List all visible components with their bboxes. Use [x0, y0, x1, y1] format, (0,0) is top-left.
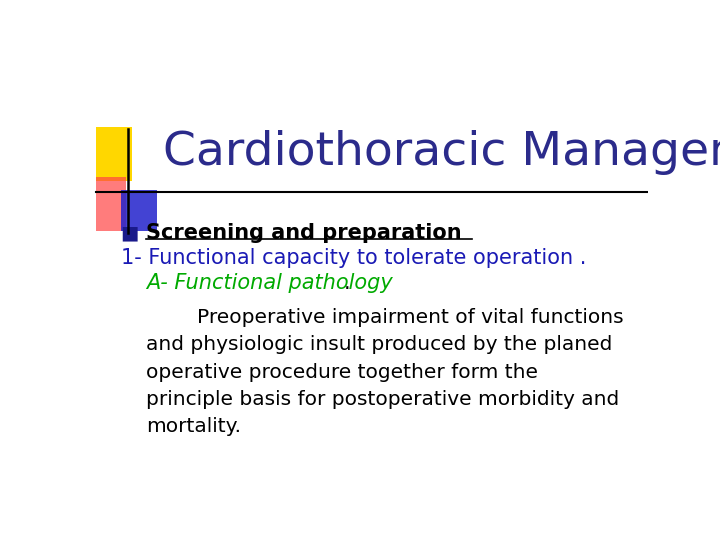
- FancyBboxPatch shape: [96, 127, 132, 181]
- Text: Cardiothoracic Management: Cardiothoracic Management: [163, 130, 720, 174]
- Text: Preoperative impairment of vital functions
and physiologic insult produced by th: Preoperative impairment of vital functio…: [145, 308, 624, 436]
- FancyBboxPatch shape: [121, 190, 157, 231]
- Text: 1- Functional capacity to tolerate operation .: 1- Functional capacity to tolerate opera…: [121, 248, 586, 268]
- Text: A- Functional pathology: A- Functional pathology: [145, 273, 392, 293]
- Text: ■: ■: [121, 224, 139, 242]
- FancyBboxPatch shape: [96, 177, 126, 231]
- Text: .: .: [344, 273, 351, 293]
- Text: Screening and preparation: Screening and preparation: [145, 223, 462, 243]
